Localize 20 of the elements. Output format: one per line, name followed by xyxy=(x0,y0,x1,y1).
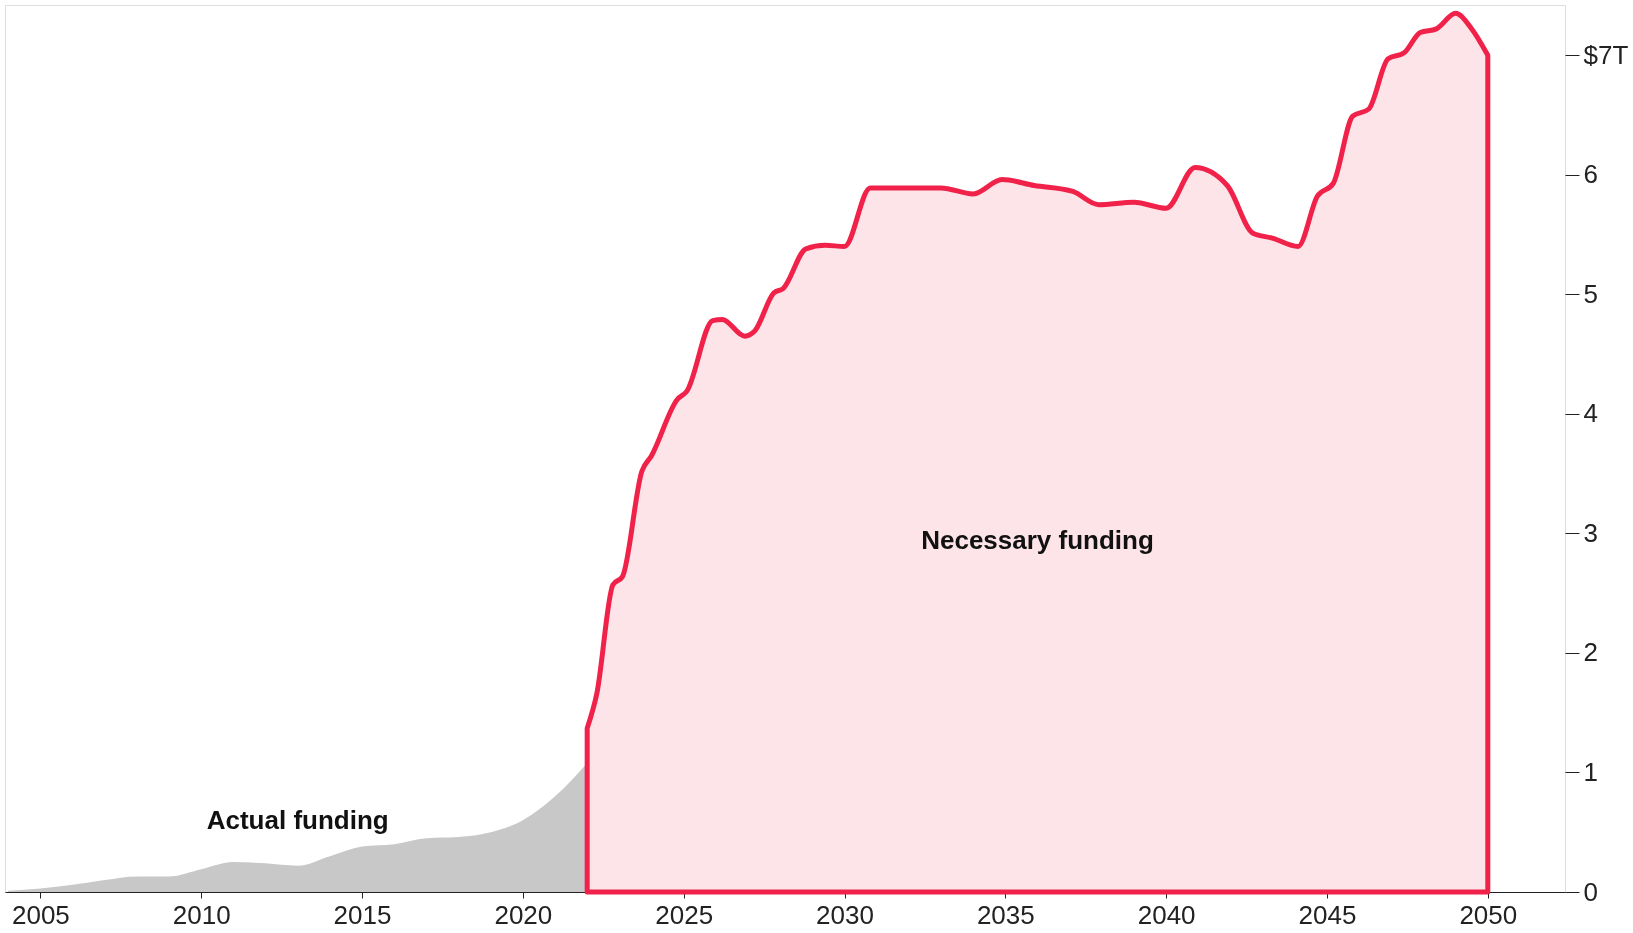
series-label: Necessary funding xyxy=(921,524,1154,555)
x-tick-label: 2045 xyxy=(1298,899,1357,930)
y-tick-label: 1 xyxy=(1583,756,1598,787)
y-tick-label: 3 xyxy=(1583,517,1598,548)
y-tick-label: 4 xyxy=(1583,398,1598,429)
x-tick-label: 2010 xyxy=(172,899,231,930)
y-tick-label: 5 xyxy=(1583,278,1598,309)
y-tick-label: 0 xyxy=(1583,876,1598,907)
y-tick-label: 6 xyxy=(1583,159,1598,190)
series-label: Actual funding xyxy=(206,804,389,835)
x-tick-label: 2020 xyxy=(494,899,553,930)
y-tick-label: $7T xyxy=(1583,39,1629,70)
x-tick-label: 2035 xyxy=(976,899,1035,930)
x-tick-label: 2005 xyxy=(11,899,70,930)
x-tick-label: 2050 xyxy=(1459,899,1518,930)
y-tick-label: 2 xyxy=(1583,637,1598,668)
x-tick-label: 2040 xyxy=(1137,899,1196,930)
x-tick-label: 2025 xyxy=(655,899,714,930)
x-tick-label: 2015 xyxy=(333,899,392,930)
x-tick-label: 2030 xyxy=(816,899,874,930)
